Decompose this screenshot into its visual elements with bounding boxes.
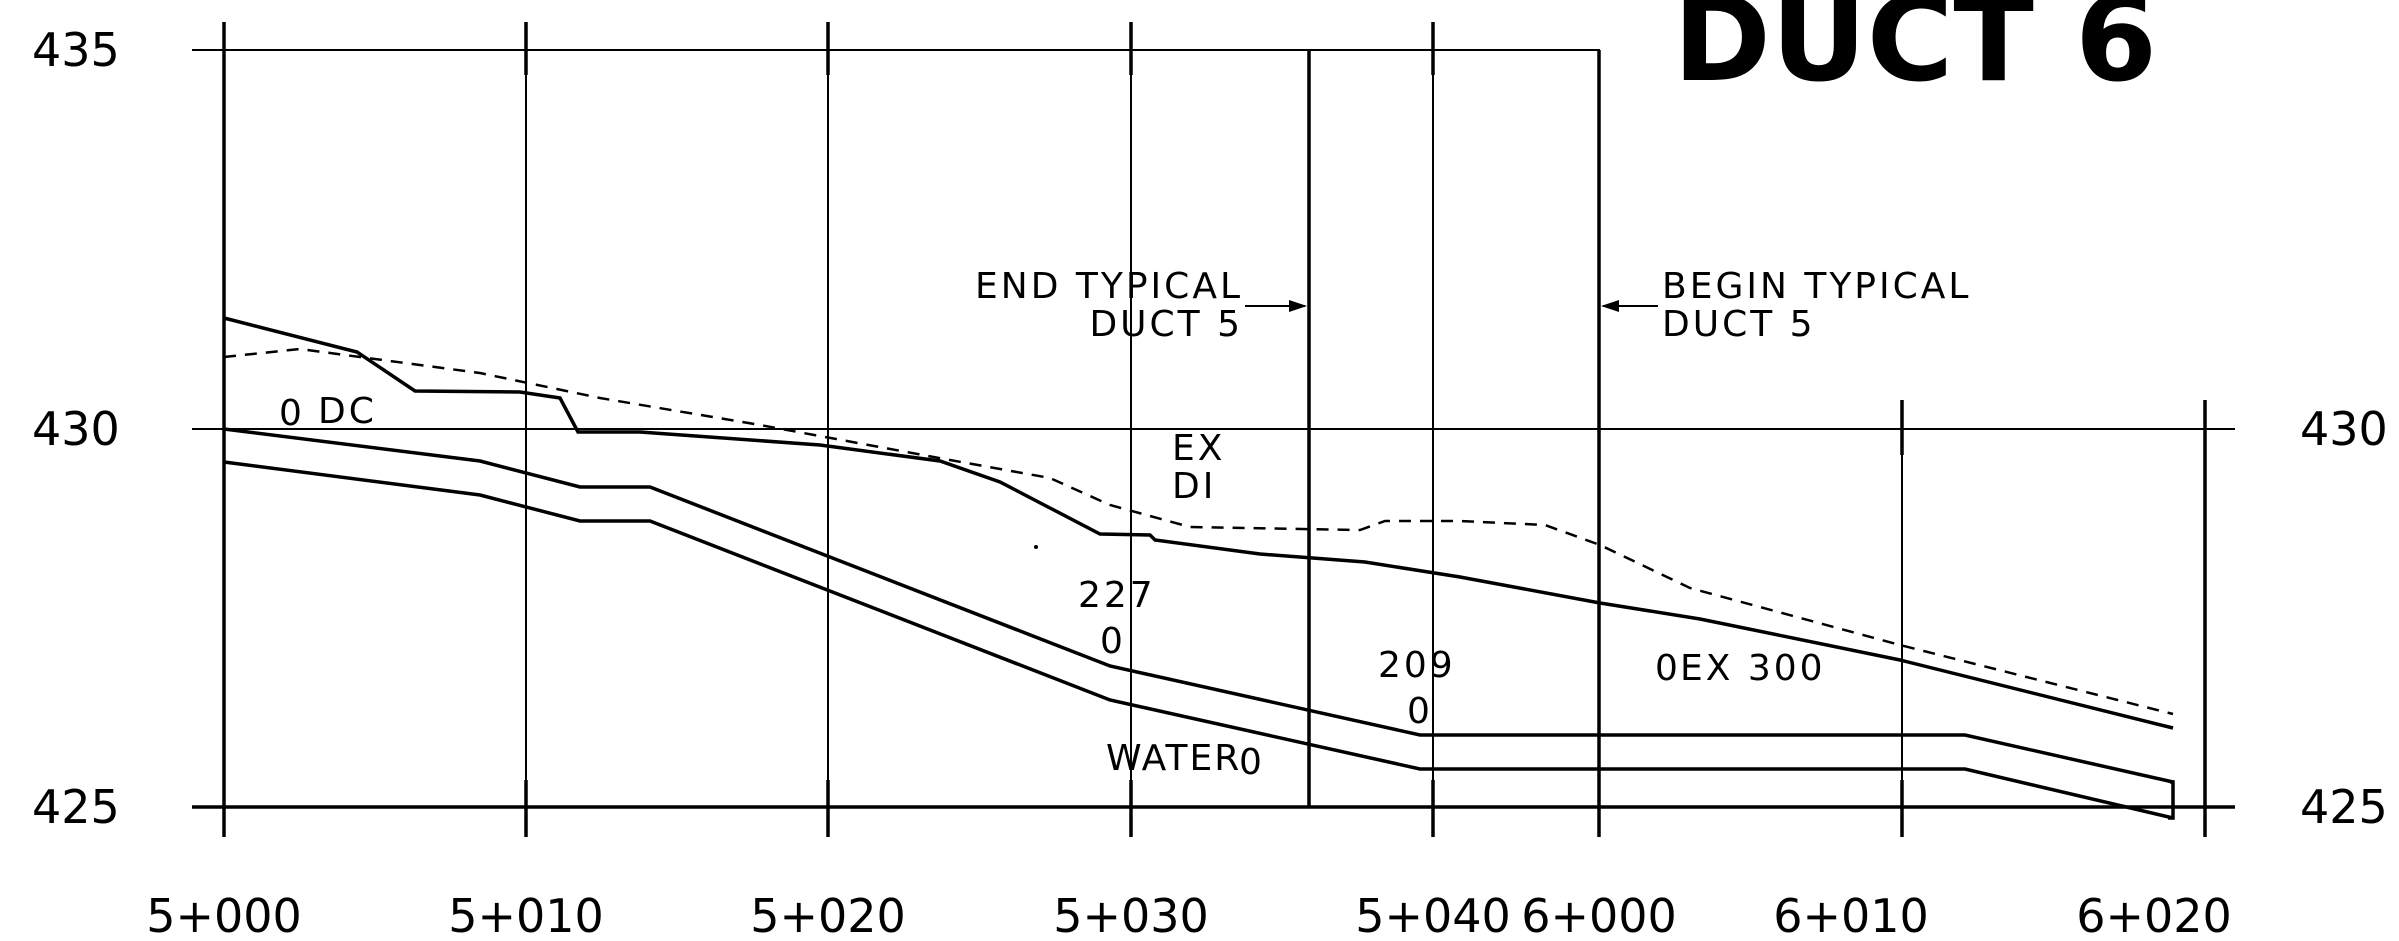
begin-typical-duct5-label: DUCT 5	[1662, 304, 1816, 345]
pipe-209-marker: 0	[1407, 691, 1432, 732]
pipe-227-label: 227	[1078, 575, 1156, 616]
elevation-label-right-425: 425	[2300, 780, 2388, 834]
water-label: WATER	[1106, 738, 1241, 779]
pipe-209-label: 209	[1378, 645, 1456, 686]
station-label-6000: 6+000	[1521, 889, 1677, 941]
station-label-5020: 5+020	[750, 889, 906, 941]
water-marker: 0	[1239, 742, 1264, 783]
station-grid	[222, 22, 2207, 837]
station-label-5030: 5+030	[1053, 889, 1209, 941]
ex300-marker: 0	[1655, 648, 1680, 689]
ex-label: EX	[1172, 428, 1225, 469]
begin-typical-label: BEGIN TYPICAL	[1662, 266, 1971, 307]
elevation-label-435: 435	[32, 23, 120, 77]
proposed-grade-line	[223, 316, 2174, 730]
dc-marker: 0	[279, 393, 304, 434]
station-label-5040: 5+040	[1355, 889, 1511, 941]
station-label-6010: 6+010	[1773, 889, 1929, 941]
elevation-label-right-430: 430	[2300, 402, 2388, 456]
point-marker	[1034, 545, 1038, 549]
ex300-label: EX 300	[1680, 648, 1826, 689]
elevation-label-430: 430	[32, 402, 120, 456]
end-typical-label: END TYPICAL	[975, 266, 1243, 307]
di-label: DI	[1172, 466, 1216, 507]
begin-typical-arrow	[1601, 300, 1658, 312]
drawing-title: DUCT 6	[1673, 0, 2157, 108]
duct-top-line	[223, 427, 2174, 784]
dc-label: DC	[318, 391, 377, 432]
elevation-grid	[192, 49, 2235, 809]
station-label-5000: 5+000	[146, 889, 302, 941]
station-label-6020: 6+020	[2076, 889, 2232, 941]
end-typical-arrow	[1245, 300, 1307, 312]
existing-ground-dashed-line	[223, 347, 2174, 716]
station-label-5010: 5+010	[448, 889, 604, 941]
duct-end-cap	[2168, 780, 2175, 820]
elevation-label-425: 425	[32, 780, 120, 834]
pipe-227-marker: 0	[1100, 621, 1125, 662]
end-typical-duct5-label: DUCT 5	[1089, 304, 1243, 345]
tick-marks	[524, 22, 1904, 837]
duct-bottom-line	[223, 460, 2174, 820]
